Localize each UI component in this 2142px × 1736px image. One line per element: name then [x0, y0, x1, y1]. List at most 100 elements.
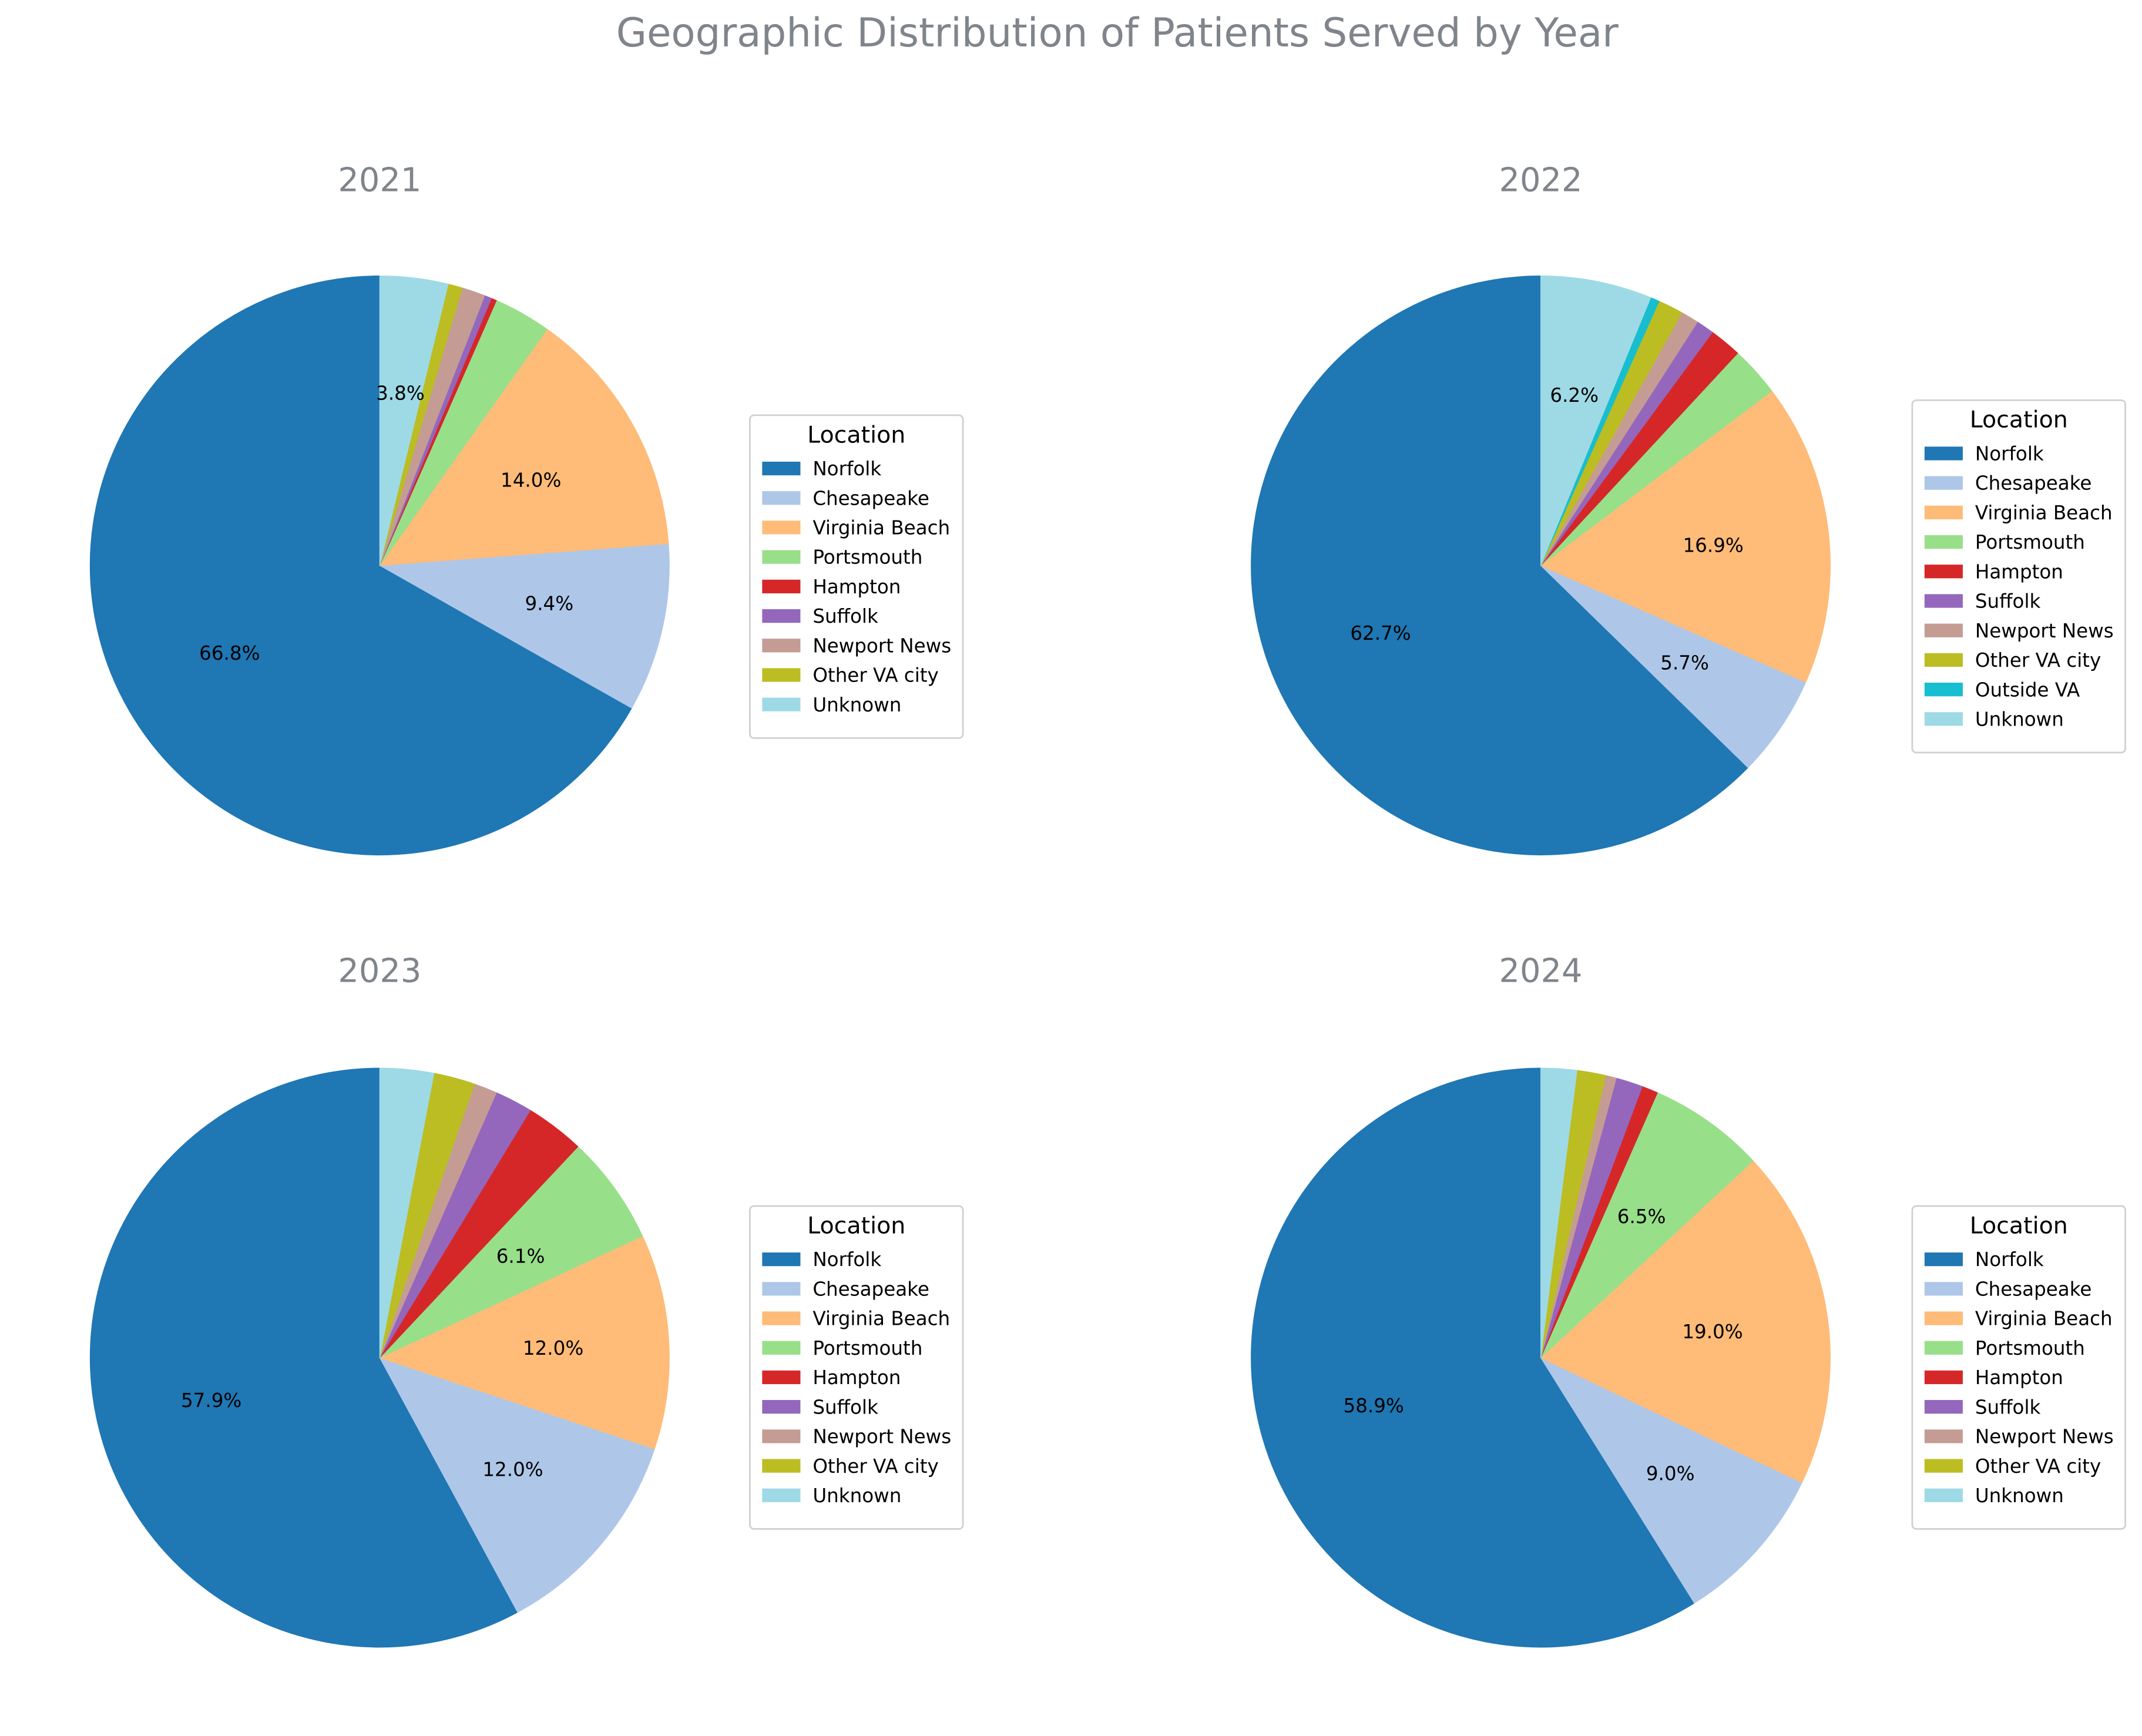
- pct-label-unknown: 3.8%: [376, 382, 425, 405]
- legend-swatch-newport-news: [1924, 623, 1963, 637]
- legend-swatch-chesapeake: [1924, 1282, 1963, 1296]
- pct-label-virginia-beach: 12.0%: [523, 1337, 583, 1359]
- pct-label-virginia-beach: 19.0%: [1682, 1321, 1743, 1343]
- legend-swatch-virginia-beach: [1924, 505, 1963, 519]
- legend-swatch-norfolk: [1924, 1252, 1963, 1267]
- pie-slice-virginia-beach: [1540, 390, 1831, 683]
- legend-label-other-va-city: Other VA city: [813, 664, 938, 687]
- legend: Location Norfolk Chesapeake Virginia Beach P…: [1911, 1205, 2127, 1530]
- pie-chart-2021: 2021 66.8% 9.4% 14.0% 3.8% Location Norfolk Che…: [89, 161, 964, 855]
- legend: Location Norfolk Chesapeake Virginia Beach P…: [1911, 399, 2127, 754]
- pie-slice-unknown: [1540, 1067, 1577, 1358]
- pie-slice-unknown: [1540, 276, 1651, 566]
- legend-frame: [748, 1205, 964, 1530]
- legend-label-outside-va: Outside VA: [1975, 679, 2080, 701]
- legend-label-chesapeake: Chesapeake: [1975, 472, 2092, 495]
- legend-label-virginia-beach: Virginia Beach: [813, 1308, 950, 1330]
- legend-title: Location: [1970, 407, 2068, 434]
- pie-title: 2021: [338, 161, 421, 199]
- pct-label-portsmouth: 6.5%: [1617, 1206, 1666, 1228]
- pie-title: 2024: [1499, 952, 1583, 990]
- pct-labels: 62.7% 5.7% 16.9% 6.2%: [1350, 384, 1743, 674]
- pie-slice-norfolk: [89, 276, 633, 855]
- legend-label-norfolk: Norfolk: [1975, 443, 2044, 465]
- legend-frame: [748, 414, 964, 739]
- legend-swatch-portsmouth: [1924, 1341, 1963, 1355]
- pie-slice-portsmouth: [379, 1146, 643, 1358]
- legend-swatch-norfolk: [762, 461, 801, 476]
- legend-label-hampton: Hampton: [1975, 1366, 2063, 1389]
- pct-label-unknown: 6.2%: [1550, 384, 1599, 407]
- legend-swatch-unknown: [1924, 1488, 1963, 1502]
- legend-swatch-unknown: [1924, 712, 1963, 726]
- legend-swatch-virginia-beach: [762, 1311, 801, 1325]
- legend-swatch-portsmouth: [1924, 535, 1963, 549]
- legend-swatch-unknown: [762, 697, 801, 711]
- legend-label-portsmouth: Portsmouth: [1975, 1337, 2085, 1359]
- legend-swatch-chesapeake: [1924, 476, 1963, 490]
- legend-swatch-virginia-beach: [762, 521, 801, 535]
- legend-swatch-chesapeake: [762, 491, 801, 505]
- legend-swatch-newport-news: [762, 1429, 801, 1443]
- legend-title: Location: [807, 1212, 905, 1239]
- pie-title: 2022: [1499, 161, 1583, 199]
- pie-slice-virginia-beach: [1540, 1160, 1831, 1483]
- pct-label-chesapeake: 5.7%: [1660, 652, 1709, 674]
- legend-label-norfolk: Norfolk: [813, 458, 881, 480]
- pct-labels: 57.9% 12.0% 12.0% 6.1%: [181, 1245, 583, 1481]
- legend-label-unknown: Unknown: [813, 1485, 901, 1507]
- pie-slice-portsmouth: [1540, 1092, 1754, 1358]
- pie-slice-norfolk: [1251, 276, 1749, 855]
- legend: Location Norfolk Chesapeake Virginia Beach P…: [748, 414, 964, 739]
- pie-slice-unknown: [379, 1067, 435, 1358]
- legend-label-newport-news: Newport News: [1975, 1426, 2114, 1448]
- pie-slice-chesapeake: [379, 1356, 655, 1613]
- legend-label-unknown: Unknown: [1975, 708, 2064, 730]
- pie-slice-chesapeake: [378, 543, 670, 709]
- pie-title: 2023: [338, 952, 421, 990]
- legend-swatch-suffolk: [1924, 594, 1963, 608]
- legend-label-other-va-city: Other VA city: [813, 1455, 938, 1478]
- legend-swatch-norfolk: [1924, 446, 1963, 461]
- legend-label-portsmouth: Portsmouth: [1975, 531, 2085, 553]
- pie-slice-chesapeake: [1539, 1356, 1802, 1604]
- legend-label-suffolk: Suffolk: [1975, 590, 2041, 613]
- legend-label-suffolk: Suffolk: [813, 605, 878, 627]
- pie-slice-virginia-beach: [378, 1235, 670, 1449]
- legend-swatch-hampton: [1924, 565, 1963, 579]
- pie-slice-norfolk: [89, 1067, 518, 1648]
- pct-label-virginia-beach: 14.0%: [501, 469, 561, 491]
- legend-frame: [1911, 1205, 2127, 1530]
- pct-label-norfolk: 66.8%: [199, 642, 260, 664]
- legend-label-chesapeake: Chesapeake: [1975, 1278, 2092, 1300]
- legend-swatch-outside-va: [1924, 683, 1963, 697]
- pie-chart-2024: 2024 58.9% 9.0% 19.0% 6.5% Location Norfolk Che…: [1251, 952, 2127, 1648]
- pct-label-portsmouth: 6.1%: [496, 1245, 545, 1268]
- legend-swatch-unknown: [762, 1488, 801, 1502]
- legend-title: Location: [1970, 1212, 2068, 1239]
- legend-swatch-other-va-city: [1924, 1459, 1963, 1473]
- legend-swatch-hampton: [1924, 1370, 1963, 1385]
- legend-label-hampton: Hampton: [813, 1366, 901, 1389]
- legend-frame: [1911, 399, 2127, 754]
- legend-label-other-va-city: Other VA city: [1975, 649, 2101, 671]
- legend-swatch-virginia-beach: [1924, 1311, 1963, 1325]
- legend-label-suffolk: Suffolk: [1975, 1396, 2041, 1418]
- pct-label-norfolk: 58.9%: [1344, 1395, 1404, 1417]
- pie-chart-2022: 2022 62.7% 5.7% 16.9% 6.2% Location Norfolk Che…: [1251, 161, 2127, 855]
- legend-label-norfolk: Norfolk: [813, 1248, 881, 1271]
- legend-label-portsmouth: Portsmouth: [813, 1337, 922, 1359]
- legend-swatch-suffolk: [1924, 1400, 1963, 1414]
- legend-label-other-va-city: Other VA city: [1975, 1455, 2101, 1478]
- pie-slice-chesapeake: [1540, 565, 1807, 768]
- legend-swatch-suffolk: [762, 609, 801, 623]
- legend-swatch-newport-news: [1924, 1429, 1963, 1443]
- legend-label-virginia-beach: Virginia Beach: [813, 517, 950, 539]
- pie-slice-unknown: [379, 276, 449, 566]
- legend-label-virginia-beach: Virginia Beach: [1975, 502, 2113, 524]
- pie-chart-2023: 2023 57.9% 12.0% 12.0% 6.1% Location Norfolk Ch…: [89, 952, 964, 1648]
- legend-label-norfolk: Norfolk: [1975, 1248, 2044, 1271]
- pie-slice-norfolk: [1251, 1067, 1695, 1648]
- legend-label-hampton: Hampton: [1975, 560, 2063, 583]
- pie-slice-virginia-beach: [379, 328, 669, 566]
